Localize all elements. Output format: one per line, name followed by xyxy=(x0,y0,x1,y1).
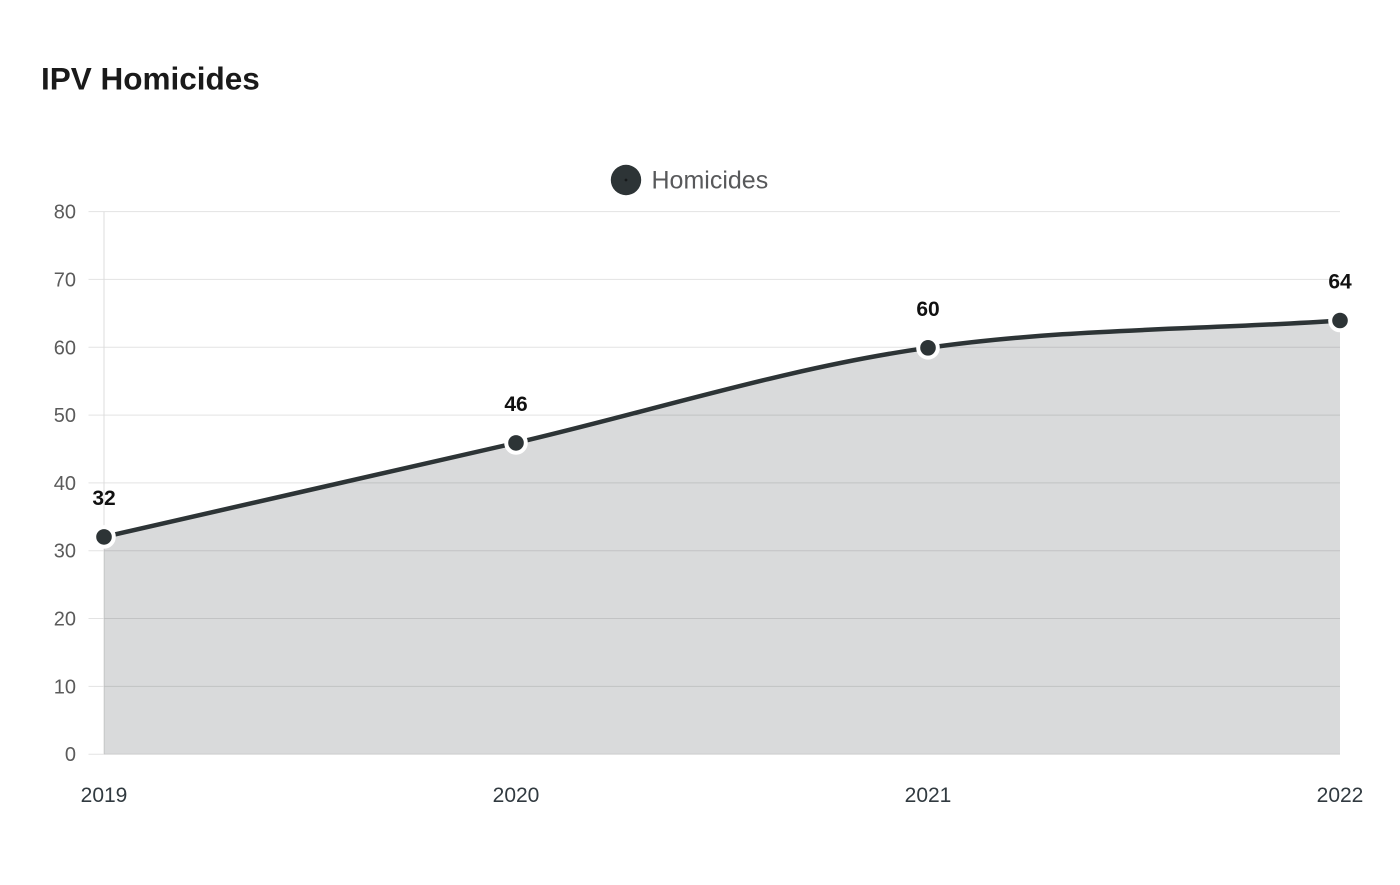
svg-text:0: 0 xyxy=(65,744,76,766)
svg-text:20: 20 xyxy=(54,609,76,631)
svg-text:32: 32 xyxy=(92,487,115,510)
svg-text:60: 60 xyxy=(54,337,76,359)
svg-text:64: 64 xyxy=(1328,271,1352,294)
svg-text:2022: 2022 xyxy=(1317,784,1364,807)
svg-text:70: 70 xyxy=(54,269,76,291)
svg-text:80: 80 xyxy=(54,202,76,224)
svg-text:40: 40 xyxy=(54,473,76,495)
svg-text:IPV Homicides: IPV Homicides xyxy=(41,61,260,97)
svg-text:10: 10 xyxy=(54,676,76,698)
svg-text:2021: 2021 xyxy=(905,784,952,807)
svg-text:2020: 2020 xyxy=(493,784,540,807)
svg-text:30: 30 xyxy=(54,541,76,563)
svg-text:2019: 2019 xyxy=(81,784,128,807)
svg-text:46: 46 xyxy=(504,393,527,416)
svg-text:60: 60 xyxy=(916,298,939,321)
svg-text:50: 50 xyxy=(54,405,76,427)
svg-text:Homicides: Homicides xyxy=(652,167,769,195)
